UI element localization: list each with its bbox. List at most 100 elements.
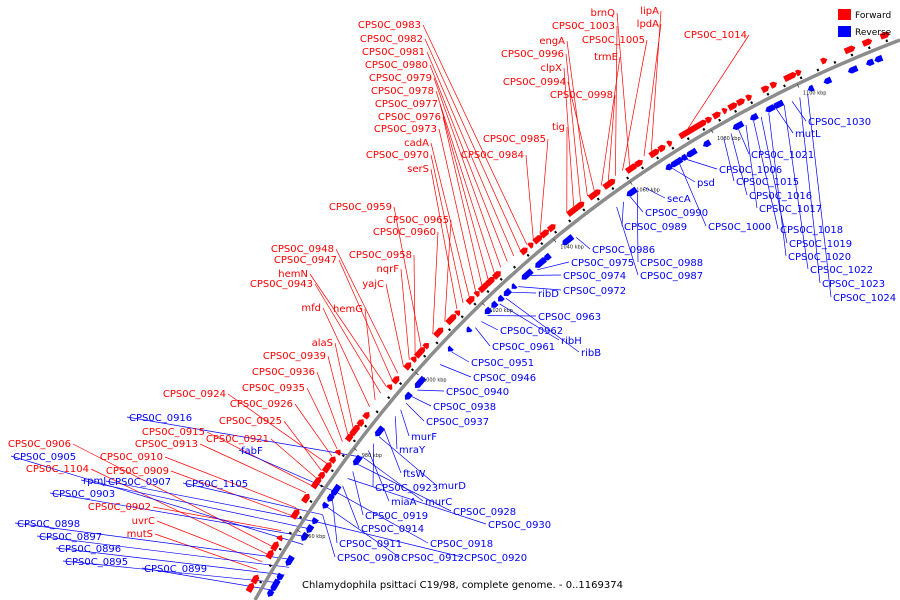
reverse-gene-20 xyxy=(511,283,518,289)
reverse-connector xyxy=(182,482,323,516)
scale-tick-mark xyxy=(553,238,557,243)
reverse-gene-label: miaA xyxy=(391,497,417,508)
forward-gene-59 xyxy=(861,38,873,47)
forward-gene-47 xyxy=(704,116,712,124)
forward-connector xyxy=(607,94,616,181)
reverse-gene-18 xyxy=(498,294,505,302)
reverse-gene-label: mutL xyxy=(795,129,821,140)
reverse-gene-label: CPS0C_1024 xyxy=(833,293,896,304)
forward-gene-15 xyxy=(362,411,370,420)
forward-gene-25 xyxy=(465,296,475,305)
forward-gene-label: CPS0C_0980 xyxy=(365,60,428,71)
feature-mark xyxy=(309,499,313,504)
scale-tick-mark xyxy=(796,83,800,88)
feature-mark xyxy=(867,46,871,50)
reverse-gene-10 xyxy=(352,454,363,466)
legend: Forward Reverse xyxy=(838,9,892,38)
reverse-connector xyxy=(357,464,452,512)
forward-gene-38 xyxy=(602,178,616,190)
reverse-gene-label: CPS0C_0951 xyxy=(471,358,534,369)
forward-gene-label: CPS0C_0984 xyxy=(461,150,524,161)
reverse-connector xyxy=(337,492,429,544)
forward-gene-label: engA xyxy=(539,36,565,47)
forward-gene-27 xyxy=(477,282,489,294)
reverse-connector xyxy=(55,547,285,576)
feature-mark xyxy=(686,137,690,141)
reverse-gene-label: CPS0C_0916 xyxy=(129,413,192,424)
feature-mark xyxy=(799,76,803,80)
legend-forward-label: Forward xyxy=(855,11,891,21)
forward-gene-label: CPS0C_0958 xyxy=(349,250,412,261)
forward-gene-label: lpdA xyxy=(637,19,659,30)
forward-connector xyxy=(322,307,370,407)
forward-connector xyxy=(650,10,662,152)
feature-mark xyxy=(375,410,379,414)
reverse-gene-3 xyxy=(285,554,295,566)
reverse-gene-label: CPS0C_0975 xyxy=(571,258,634,269)
reverse-connector xyxy=(400,409,410,437)
forward-connector xyxy=(309,273,387,387)
reverse-connector xyxy=(776,108,794,134)
forward-gene-label: hemG xyxy=(333,304,363,315)
feature-mark xyxy=(783,84,786,88)
feature-mark xyxy=(288,531,292,535)
reverse-gene-label: CPS0C_1020 xyxy=(788,252,851,263)
forward-gene-23 xyxy=(445,314,457,326)
forward-connector xyxy=(525,154,534,240)
forward-gene-48 xyxy=(711,111,721,120)
label-connector-lines xyxy=(10,10,832,591)
feature-mark xyxy=(554,230,558,234)
reverse-gene-label: CPS0C_0974 xyxy=(563,271,626,282)
reverse-gene-label: CPS0C_0962 xyxy=(500,326,563,337)
gene-features xyxy=(245,31,890,597)
feature-mark xyxy=(885,39,889,43)
reverse-connector xyxy=(621,201,624,227)
reverse-gene-16 xyxy=(484,306,493,315)
forward-gene-label: nqrF xyxy=(376,264,399,275)
forward-gene-4 xyxy=(276,535,283,542)
forward-connector xyxy=(567,81,595,191)
reverse-gene-label: CPS0C_0961 xyxy=(492,342,555,353)
forward-gene-label: CPS0C_0994 xyxy=(503,77,566,88)
reverse-gene-label: ribB xyxy=(581,348,601,359)
reverse-connector xyxy=(126,416,364,458)
reverse-gene-14 xyxy=(447,345,454,352)
reverse-connector xyxy=(738,129,750,155)
feature-mark xyxy=(568,219,572,223)
reverse-gene-1 xyxy=(270,578,281,592)
feature-mark xyxy=(399,382,403,386)
reverse-gene-0 xyxy=(267,589,275,597)
forward-connector xyxy=(413,254,416,354)
forward-gene-8 xyxy=(317,471,326,480)
legend-reverse-label: Reverse xyxy=(855,28,892,38)
reverse-connector xyxy=(512,291,537,294)
reverse-connector xyxy=(644,186,666,199)
reverse-gene-label: CPS0C_0899 xyxy=(144,564,207,575)
scale-tick-label: 960 kbp xyxy=(305,534,325,540)
reverse-connector xyxy=(679,163,707,227)
feature-mark xyxy=(512,265,517,269)
reverse-gene-label: CPS0C_0946 xyxy=(473,373,536,384)
reverse-connector xyxy=(372,443,375,488)
forward-gene-42 xyxy=(657,144,666,153)
forward-gene-2 xyxy=(265,549,274,560)
scale-tick-mark xyxy=(629,181,633,185)
forward-gene-label: serS xyxy=(407,164,429,175)
forward-gene-1 xyxy=(250,574,260,585)
reverse-connector xyxy=(799,97,821,284)
feature-mark xyxy=(656,156,660,160)
forward-connector xyxy=(422,24,528,245)
forward-gene-label: CPS0C_0970 xyxy=(366,150,429,161)
reverse-gene-label: ftsW xyxy=(403,469,425,480)
reverse-connector xyxy=(807,93,832,298)
reverse-gene-label: CPS0C_0896 xyxy=(58,544,121,555)
scale-tick-label: 980 kbp xyxy=(362,453,382,459)
forward-connector xyxy=(156,520,263,563)
forward-connector xyxy=(164,456,297,509)
reverse-gene-label: CPS0C_1015 xyxy=(736,177,799,188)
forward-connector xyxy=(432,231,439,335)
reverse-gene-label: murF xyxy=(411,432,437,443)
forward-connector xyxy=(338,259,393,380)
feature-mark xyxy=(387,396,391,400)
reverse-connector xyxy=(384,429,402,474)
